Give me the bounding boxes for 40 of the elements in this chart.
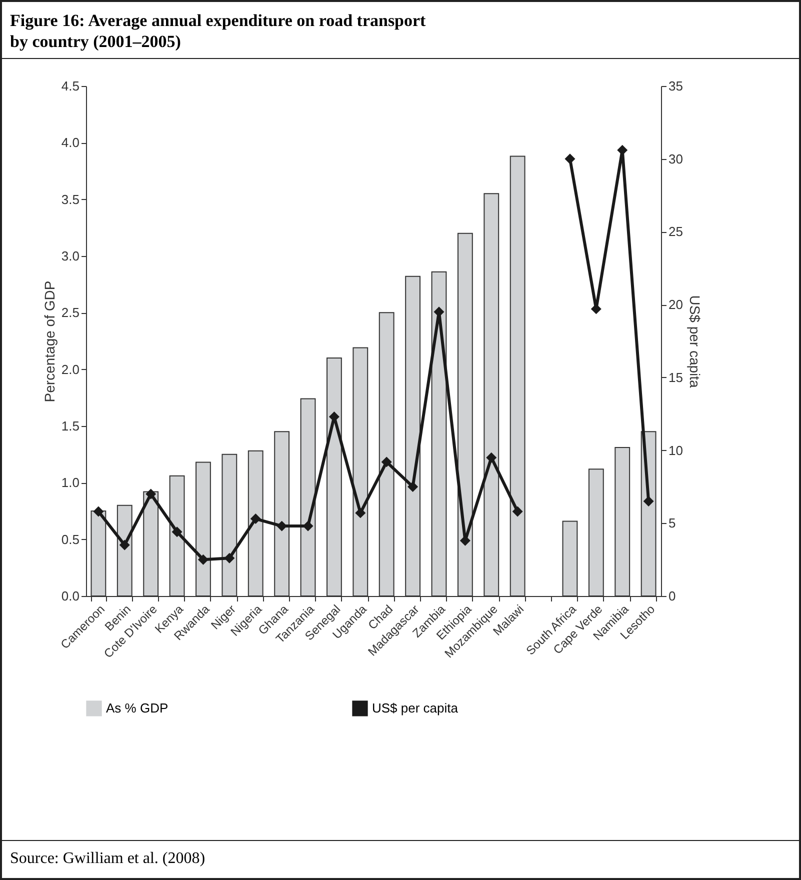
legend-label: As % GDP — [106, 700, 168, 716]
y2-tick-label: 30 — [668, 151, 683, 166]
point — [643, 496, 654, 507]
y-axis-title: Percentage of GDP — [41, 280, 58, 402]
y-tick-label: 3.0 — [61, 248, 80, 264]
y2-axis-title: US$ per capita — [686, 295, 703, 388]
y-tick-label: 3.5 — [61, 192, 80, 207]
point — [198, 554, 208, 565]
chart-title: Figure 16: Average annual expenditure on road transport by country (2001–2005) — [2, 2, 799, 59]
point — [617, 144, 628, 156]
y-tick-label: 0.5 — [61, 532, 80, 547]
y2-tick-label: 25 — [668, 224, 683, 240]
y2-tick-label: 10 — [668, 442, 683, 458]
point — [512, 506, 523, 517]
point — [486, 452, 497, 463]
point — [93, 506, 104, 517]
point — [250, 514, 261, 524]
point — [119, 540, 130, 550]
y-tick-label: 4.5 — [61, 78, 80, 94]
point — [302, 520, 314, 532]
point — [224, 552, 235, 564]
y-tick-label: 1.5 — [61, 418, 80, 434]
y-tick-label: 4.0 — [61, 135, 80, 150]
point — [172, 526, 182, 538]
y-tick-label: 2.0 — [61, 362, 80, 377]
y2-tick-label: 15 — [668, 370, 683, 385]
point — [381, 456, 392, 468]
y2-tick-label: 20 — [668, 297, 683, 312]
point — [355, 508, 366, 518]
source-note: Source: Gwilliam et al. (2008) — [2, 840, 799, 878]
y2-tick-label: 35 — [668, 78, 683, 94]
y-tick-label: 0.0 — [61, 588, 80, 604]
y2-tick-label: 5 — [668, 516, 676, 531]
y-tick-label: 2.5 — [61, 305, 80, 320]
y2-tick-label: 0 — [668, 588, 676, 604]
y-tick-label: 1.0 — [61, 475, 80, 490]
point — [408, 481, 418, 492]
point — [146, 488, 156, 500]
point — [564, 154, 576, 164]
legend-label: US$ per capita — [372, 700, 459, 716]
